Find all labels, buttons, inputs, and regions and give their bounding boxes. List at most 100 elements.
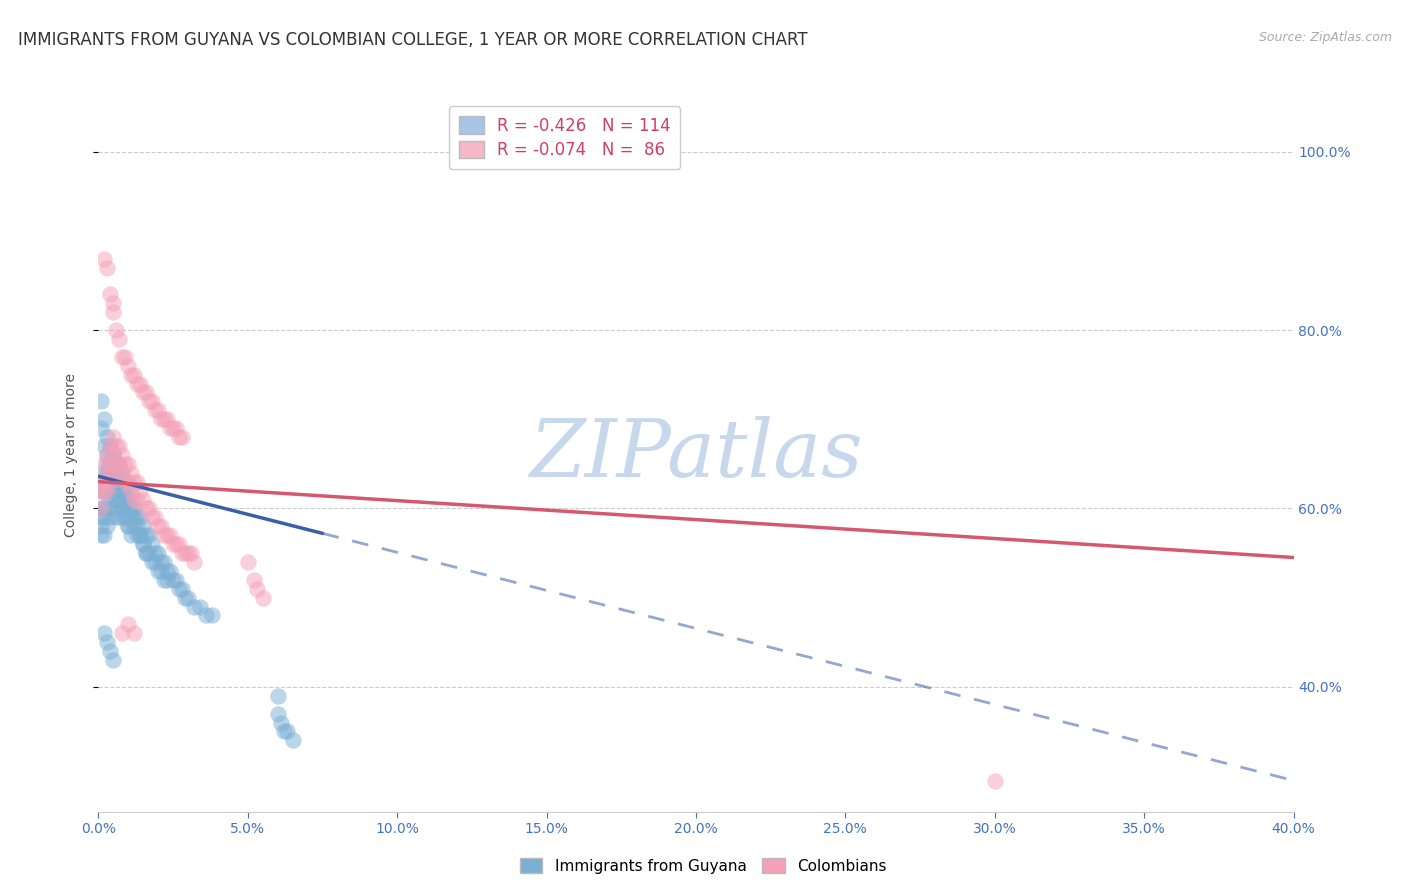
Point (165, 421, 187, 435)
Point (172, 430, 194, 444)
Point (96, 635, 118, 649)
Point (252, 591, 274, 605)
Point (162, 421, 184, 435)
Point (167, 582, 190, 596)
Point (267, 689, 290, 703)
Point (167, 430, 190, 444)
Point (120, 466, 142, 480)
Point (93, 466, 115, 480)
Point (96, 483, 118, 498)
Point (108, 492, 131, 507)
Point (183, 599, 205, 614)
Point (93, 528, 115, 542)
Point (150, 564, 173, 578)
Point (246, 582, 269, 596)
Point (108, 492, 131, 507)
Point (96, 260, 118, 275)
Point (138, 501, 160, 516)
Point (103, 448, 125, 462)
Point (276, 724, 298, 739)
Point (103, 475, 125, 489)
Point (96, 483, 118, 498)
Point (100, 439, 122, 453)
Point (111, 448, 134, 462)
Point (141, 394, 163, 409)
Point (108, 475, 131, 489)
Point (165, 537, 187, 551)
Point (90, 421, 112, 435)
Point (111, 466, 134, 480)
Point (150, 555, 173, 569)
Point (117, 492, 139, 507)
Point (143, 510, 166, 524)
Point (174, 546, 197, 560)
Point (114, 510, 136, 524)
Point (127, 475, 149, 489)
Point (120, 492, 142, 507)
Point (103, 296, 125, 310)
Point (201, 608, 224, 623)
Legend: Immigrants from Guyana, Colombians: Immigrants from Guyana, Colombians (513, 852, 893, 880)
Point (127, 492, 149, 507)
Point (93, 483, 115, 498)
Text: ZIPatlas: ZIPatlas (529, 417, 863, 493)
Point (117, 519, 139, 533)
Point (129, 376, 152, 391)
Point (143, 546, 166, 560)
Point (103, 305, 125, 319)
Point (129, 528, 152, 542)
Point (180, 546, 202, 560)
Point (105, 510, 128, 524)
Point (120, 510, 142, 524)
Point (120, 528, 142, 542)
Point (984, 773, 1007, 788)
Point (114, 475, 136, 489)
Point (135, 501, 157, 516)
Point (153, 412, 176, 426)
Point (177, 591, 200, 605)
Text: Source: ZipAtlas.com: Source: ZipAtlas.com (1258, 31, 1392, 45)
Point (90, 394, 112, 409)
Point (148, 403, 170, 417)
Point (117, 359, 139, 373)
Point (100, 457, 122, 471)
Point (93, 457, 115, 471)
Point (96, 448, 118, 462)
Point (120, 368, 142, 382)
Point (120, 483, 142, 498)
Point (96, 430, 118, 444)
Point (111, 466, 134, 480)
Point (117, 501, 139, 516)
Point (117, 519, 139, 533)
Point (127, 519, 149, 533)
Point (111, 483, 134, 498)
Point (124, 510, 146, 524)
Point (108, 439, 131, 453)
Point (162, 537, 184, 551)
Point (103, 466, 125, 480)
Point (108, 457, 131, 471)
Point (111, 475, 134, 489)
Point (100, 510, 122, 524)
Point (132, 492, 155, 507)
Point (114, 483, 136, 498)
Point (236, 555, 259, 569)
Point (148, 519, 170, 533)
Point (111, 501, 134, 516)
Point (93, 483, 115, 498)
Point (90, 483, 112, 498)
Point (129, 528, 152, 542)
Point (132, 385, 155, 400)
Point (156, 564, 179, 578)
Point (96, 501, 118, 516)
Point (100, 466, 122, 480)
Point (153, 555, 176, 569)
Point (135, 546, 157, 560)
Point (117, 475, 139, 489)
Point (93, 412, 115, 426)
Point (129, 483, 152, 498)
Point (127, 510, 149, 524)
Point (96, 519, 118, 533)
Point (105, 492, 128, 507)
Point (90, 510, 112, 524)
